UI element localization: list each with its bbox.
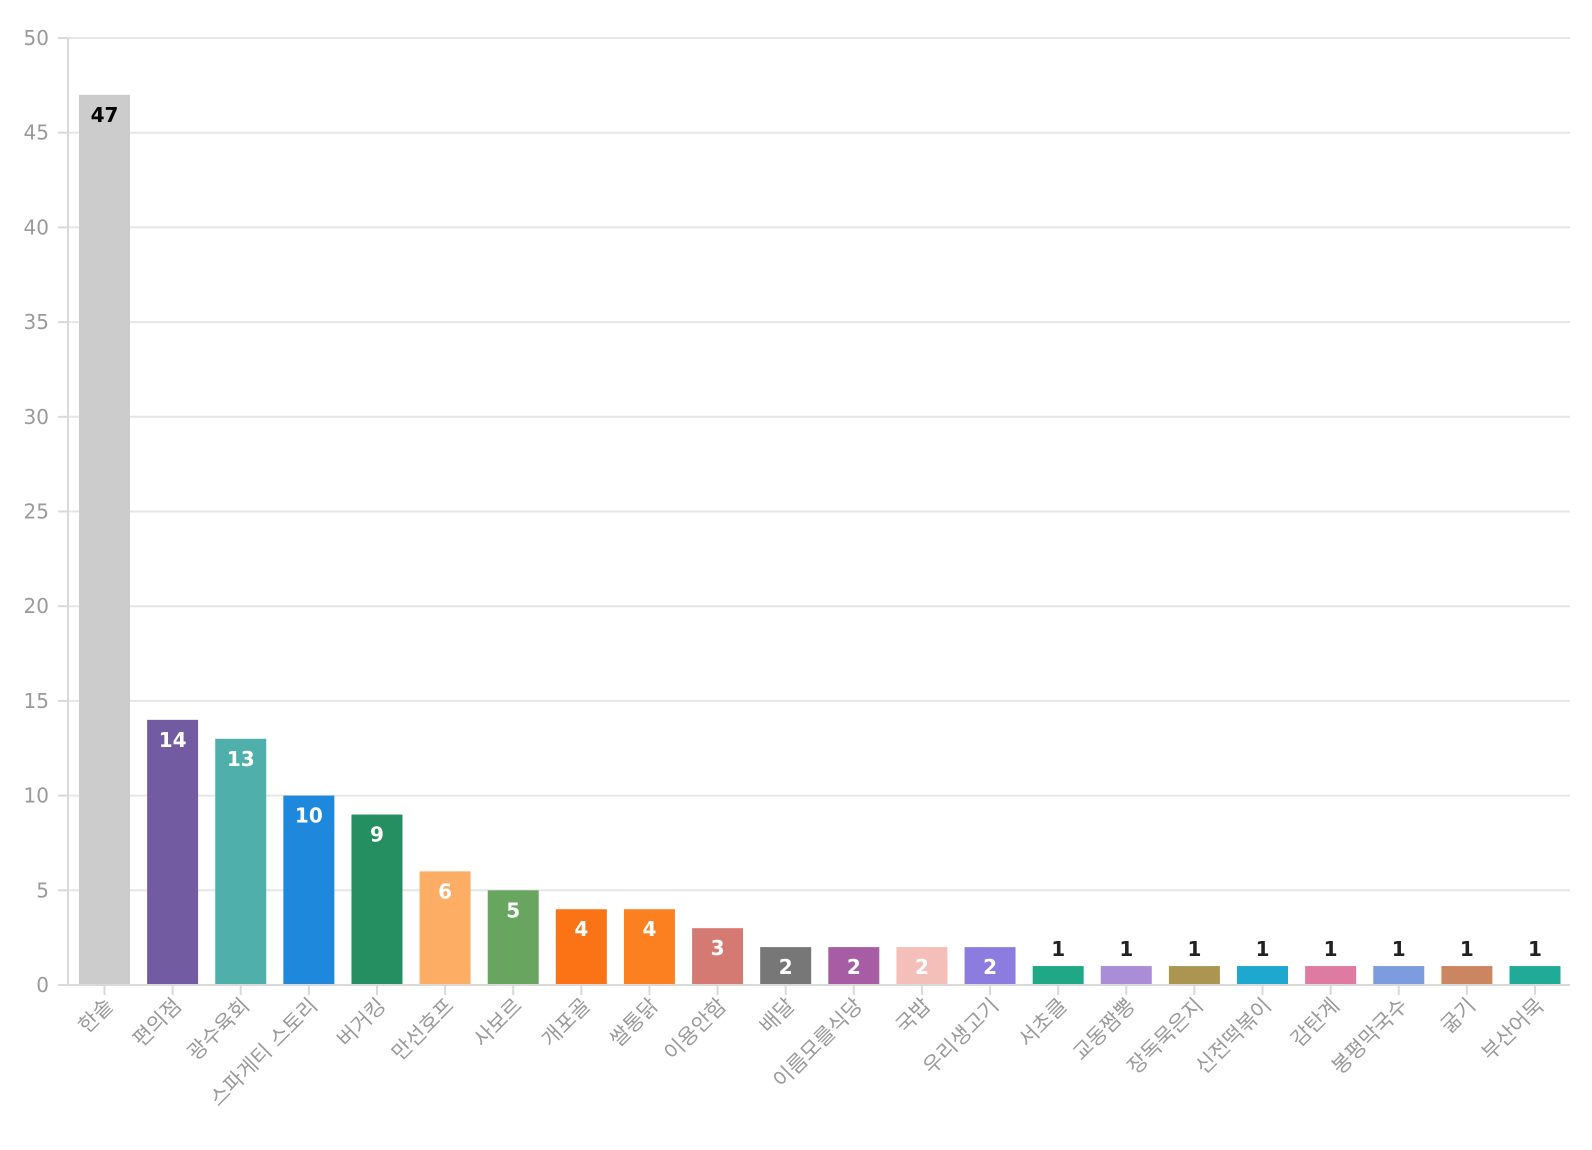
data-label: 3 bbox=[711, 936, 725, 960]
data-label: 1 bbox=[1256, 937, 1270, 961]
y-tick-label: 45 bbox=[24, 121, 49, 145]
data-label: 47 bbox=[91, 103, 119, 127]
y-tick-label: 40 bbox=[24, 215, 49, 239]
x-tick-label: 한솥 bbox=[74, 994, 118, 1038]
data-label: 1 bbox=[1119, 937, 1133, 961]
x-tick-label: 감탄계 bbox=[1286, 994, 1344, 1052]
data-label: 10 bbox=[295, 804, 323, 828]
bar-22 bbox=[1509, 966, 1561, 985]
data-label: 1 bbox=[1051, 937, 1065, 961]
y-tick-label: 5 bbox=[36, 878, 49, 902]
x-tick-label: 배달 bbox=[755, 994, 799, 1038]
data-label: 4 bbox=[574, 917, 588, 941]
data-label: 1 bbox=[1528, 937, 1542, 961]
data-label: 5 bbox=[506, 898, 520, 922]
bar-11 bbox=[760, 947, 812, 985]
bar-8 bbox=[555, 909, 607, 985]
x-tick-label: 쌀통닭 bbox=[605, 994, 663, 1052]
bar-18 bbox=[1237, 966, 1289, 985]
x-tick-label: 부산어묵 bbox=[1477, 994, 1549, 1066]
data-label: 1 bbox=[1324, 937, 1338, 961]
x-tick-label: 만선호프 bbox=[387, 994, 459, 1066]
data-labels: 47 14 13 10 9 6 5 4 4 3 2 2 2 2 1 1 1 1 1 1 1 1 bbox=[91, 103, 1542, 979]
x-tick-label: 굶기 bbox=[1436, 994, 1480, 1038]
bar-1 bbox=[79, 94, 130, 985]
data-label: 6 bbox=[438, 879, 452, 903]
y-tick-label: 10 bbox=[24, 784, 49, 808]
bar-7 bbox=[487, 890, 539, 985]
bar-15 bbox=[1032, 966, 1084, 985]
y-tick-label: 25 bbox=[24, 500, 49, 524]
x-tick-label: 개포골 bbox=[537, 994, 595, 1052]
bar-3 bbox=[215, 738, 267, 985]
x-tick-label: 버거킹 bbox=[333, 994, 391, 1052]
bar-14 bbox=[964, 947, 1016, 985]
bar-13 bbox=[896, 947, 948, 985]
y-tick-label: 50 bbox=[24, 26, 49, 50]
bar-4 bbox=[283, 795, 335, 985]
bar-12 bbox=[828, 947, 880, 985]
bar-21 bbox=[1441, 966, 1493, 985]
bar-17 bbox=[1168, 966, 1220, 985]
data-label: 9 bbox=[370, 823, 384, 847]
data-label: 14 bbox=[159, 728, 187, 752]
bars bbox=[79, 94, 1561, 985]
y-tick-label: 0 bbox=[36, 973, 49, 997]
x-tick-label: 국밥 bbox=[891, 994, 935, 1038]
bar-20 bbox=[1373, 966, 1425, 985]
bar-9 bbox=[623, 909, 675, 985]
bar-10 bbox=[692, 928, 744, 985]
x-tick-label: 사보르 bbox=[469, 994, 527, 1052]
x-tick-label: 이용안함 bbox=[659, 994, 731, 1066]
x-tick-label: 편의점 bbox=[128, 994, 186, 1052]
data-label: 1 bbox=[1392, 937, 1406, 961]
y-tick-label: 20 bbox=[24, 594, 49, 618]
y-tick-label: 15 bbox=[24, 689, 49, 713]
data-label: 2 bbox=[915, 955, 929, 979]
bar-19 bbox=[1305, 966, 1357, 985]
y-tick-label: 35 bbox=[24, 310, 49, 334]
x-tick-label: 서초클 bbox=[1014, 994, 1072, 1052]
data-label: 4 bbox=[642, 917, 656, 941]
bar-2 bbox=[147, 719, 199, 985]
data-label: 2 bbox=[983, 955, 997, 979]
data-label: 1 bbox=[1460, 937, 1474, 961]
bar-6 bbox=[419, 871, 471, 985]
y-tick-label: 30 bbox=[24, 405, 49, 429]
bar-5 bbox=[351, 814, 403, 985]
grid-lines bbox=[68, 37, 1570, 892]
data-label: 1 bbox=[1187, 937, 1201, 961]
data-label: 2 bbox=[847, 955, 861, 979]
data-label: 2 bbox=[779, 955, 793, 979]
bar-16 bbox=[1100, 966, 1152, 985]
data-label: 13 bbox=[227, 747, 255, 771]
y-axis: 0 5 10 15 20 25 30 35 40 45 50 bbox=[24, 26, 69, 997]
